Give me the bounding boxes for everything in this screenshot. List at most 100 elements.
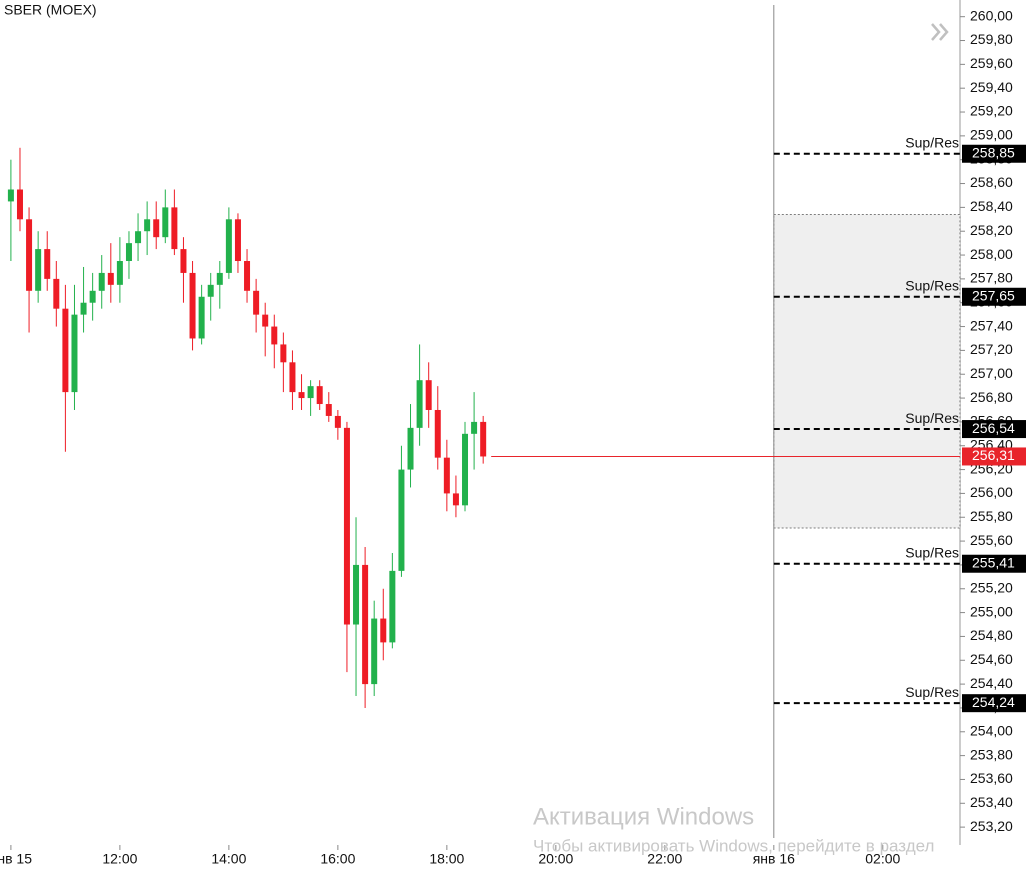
x-tick-label: 02:00 [865,851,900,867]
y-tick-label: 259,00 [970,127,1013,143]
candle-body [80,302,87,315]
candle-body [443,457,450,494]
candle-body [452,493,459,506]
level-label: Sup/Res [905,277,959,293]
y-tick-label: 254,60 [970,651,1013,667]
candle-body [153,219,160,238]
candle-body [198,296,205,339]
candle-body [225,219,232,273]
candle-body [353,564,360,625]
y-tick-label: 256,80 [970,389,1013,405]
y-tick-label: 258,00 [970,246,1013,262]
candle-body [480,421,487,457]
x-tick-label: 16:00 [320,851,355,867]
candle-body [62,308,69,393]
y-tick-label: 260,00 [970,7,1013,23]
chart-title: SBER (MOEX) [4,2,97,18]
candle-body [271,326,278,345]
y-tick-label: 253,40 [970,794,1013,810]
candle-body [307,386,314,399]
last-price-value: 256,31 [972,447,1015,463]
y-tick-label: 255,60 [970,532,1013,548]
y-tick-label: 254,40 [970,675,1013,691]
candle-body [180,249,187,273]
y-tick-label: 257,20 [970,341,1013,357]
candle-body [107,272,114,285]
candle-body [53,278,60,309]
x-tick-label: 12:00 [102,851,137,867]
y-tick-label: 256,00 [970,484,1013,500]
candle-body [144,219,151,232]
candle-body [189,272,196,339]
candle-body [280,344,287,363]
plot: 260,00259,80259,60259,40259,20259,00258,… [0,5,1026,867]
y-tick-label: 253,60 [970,770,1013,786]
x-tick-label: 20:00 [538,851,573,867]
level-value: 254,24 [972,694,1015,710]
y-tick-label: 257,80 [970,270,1013,286]
candle-body [416,380,423,428]
level-value: 257,65 [972,287,1015,303]
candle-body [371,618,378,685]
candle-body [262,314,269,327]
candle-body [35,249,42,291]
level-value: 256,54 [972,420,1015,436]
x-tick-label: 14:00 [211,851,246,867]
y-tick-label: 259,20 [970,103,1013,119]
candle-body [116,261,123,285]
candle-body [425,380,432,410]
candle-body [16,189,23,220]
level-label: Sup/Res [905,684,959,700]
candle-body [125,243,132,262]
candle-body [253,290,260,315]
candle-body [462,433,469,506]
y-tick-label: 259,60 [970,55,1013,71]
y-tick-label: 257,40 [970,317,1013,333]
y-tick-label: 255,00 [970,603,1013,619]
candle-body [244,261,251,291]
x-tick-label: янв 15 [0,851,32,867]
x-tick-label: 18:00 [429,851,464,867]
candle-body [98,272,105,291]
y-tick-label: 258,20 [970,222,1013,238]
watermark-text: Чтобы активировать Windows, перейдите в … [533,836,934,855]
candle-body [398,469,405,571]
y-tick-label: 258,40 [970,198,1013,214]
candle-body [471,421,478,434]
last-price-badge [962,447,1026,466]
candle-body [389,570,396,643]
x-tick-label: 22:00 [647,851,682,867]
candle-body [289,362,296,393]
candle-body [325,404,332,416]
y-tick-label: 253,80 [970,746,1013,762]
y-tick-label: 254,80 [970,627,1013,643]
candle-body [89,290,96,303]
candle-body [71,314,78,393]
collapse-icon[interactable] [931,23,949,41]
candle-body [162,207,169,238]
candle-body [135,231,142,244]
candle-body [216,272,223,285]
candle-body [26,219,33,291]
y-tick-label: 258,60 [970,174,1013,190]
candle-body [362,564,369,685]
level-label: Sup/Res [905,134,959,150]
candle-body [316,386,323,405]
level-label: Sup/Res [905,544,959,560]
candle-body [234,219,241,262]
y-tick-label: 255,80 [970,508,1013,524]
candle-body [44,249,51,279]
level-badge [962,420,1026,439]
level-value: 255,41 [972,554,1015,570]
candle-body [434,409,441,458]
candle-body [298,392,305,399]
level-value: 258,85 [972,144,1015,160]
level-badge [962,287,1026,306]
range-box [773,214,961,529]
x-tick-label: янв 16 [753,851,795,867]
level-badge [962,554,1026,573]
y-tick-label: 253,20 [970,818,1013,834]
level-badge [962,144,1026,163]
candle-body [334,415,341,428]
